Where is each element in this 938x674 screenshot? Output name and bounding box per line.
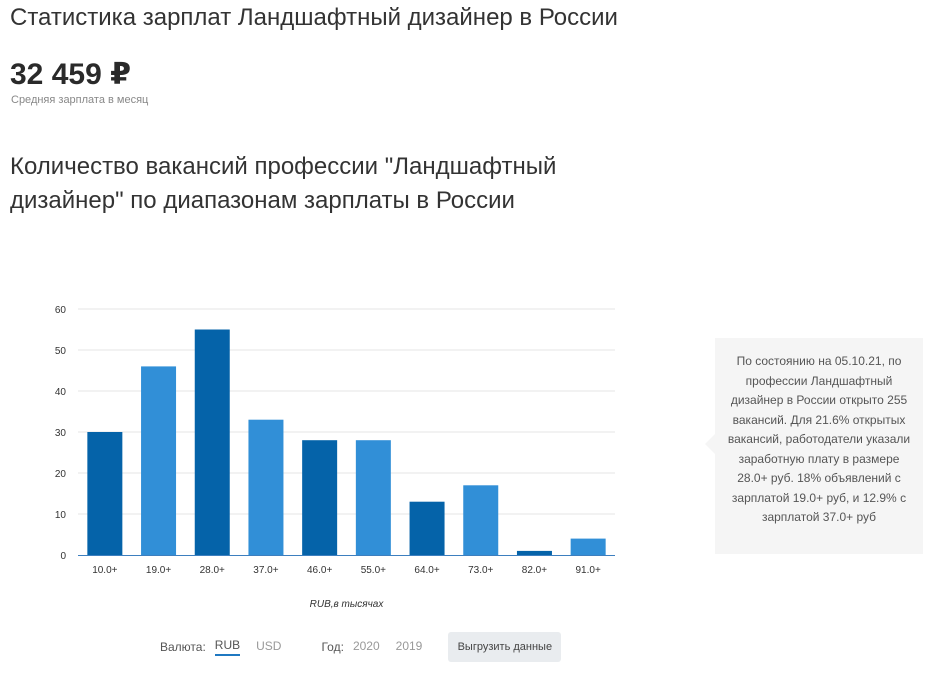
salary-range-bar-chart: 0 10 20 30 40 50 60 10.0+ 19.0+ 28.0+ 37.0+ 46.0+ 55… [55, 305, 615, 610]
bar [463, 485, 499, 555]
y-tick-label: 0 [60, 551, 66, 562]
bar [248, 419, 284, 555]
bar [194, 329, 230, 555]
currency-option-rub[interactable]: RUB [214, 638, 241, 656]
currency-label: Валюта: [160, 640, 206, 654]
chart-section-title: Количество вакансий профессии "Ландшафтн… [10, 153, 557, 214]
y-tick-label: 60 [55, 305, 67, 316]
bar [141, 366, 177, 555]
x-tick-label: 91.0+ [575, 565, 600, 576]
y-tick-label: 10 [55, 510, 67, 521]
x-tick-label: 73.0+ [468, 565, 493, 576]
x-tick-label: 55.0+ [361, 565, 386, 576]
info-tooltip: По состоянию на 05.10.21, по профессии Л… [705, 338, 923, 554]
bar [355, 440, 391, 555]
bar [87, 432, 123, 555]
bar [570, 538, 606, 555]
page-title: Статистика зарплат Ландшафтный дизайнер … [10, 4, 618, 31]
x-tick-label: 37.0+ [253, 565, 278, 576]
average-salary-caption: Средняя зарплата в месяц [11, 94, 149, 106]
year-option-2019[interactable]: 2019 [395, 639, 423, 653]
average-salary-value: 32 459 ₽ [10, 58, 131, 91]
bar [409, 501, 445, 555]
y-tick-label: 40 [55, 387, 67, 398]
y-tick-label: 20 [55, 469, 67, 480]
year-label: Год: [321, 640, 344, 654]
x-tick-label: 64.0+ [414, 565, 439, 576]
info-text: По состоянию на 05.10.21, по профессии Л… [727, 354, 911, 524]
export-data-button[interactable]: Выгрузить данные [448, 632, 562, 662]
x-axis-label: RUB,в тысячах [310, 599, 385, 610]
bar [302, 440, 338, 555]
x-tick-label: 10.0+ [92, 565, 117, 576]
x-tick-label: 82.0+ [522, 565, 547, 576]
chart-controls: Валюта: RUB USD Год: 2020 2019 Выгрузить… [160, 632, 562, 662]
currency-option-usd[interactable]: USD [256, 639, 282, 653]
y-tick-label: 30 [55, 428, 67, 439]
x-tick-label: 46.0+ [307, 565, 332, 576]
year-option-2020[interactable]: 2020 [352, 639, 380, 653]
x-tick-label: 28.0+ [200, 565, 225, 576]
bar [516, 550, 552, 555]
x-tick-label: 19.0+ [146, 565, 171, 576]
y-tick-label: 50 [55, 346, 67, 357]
